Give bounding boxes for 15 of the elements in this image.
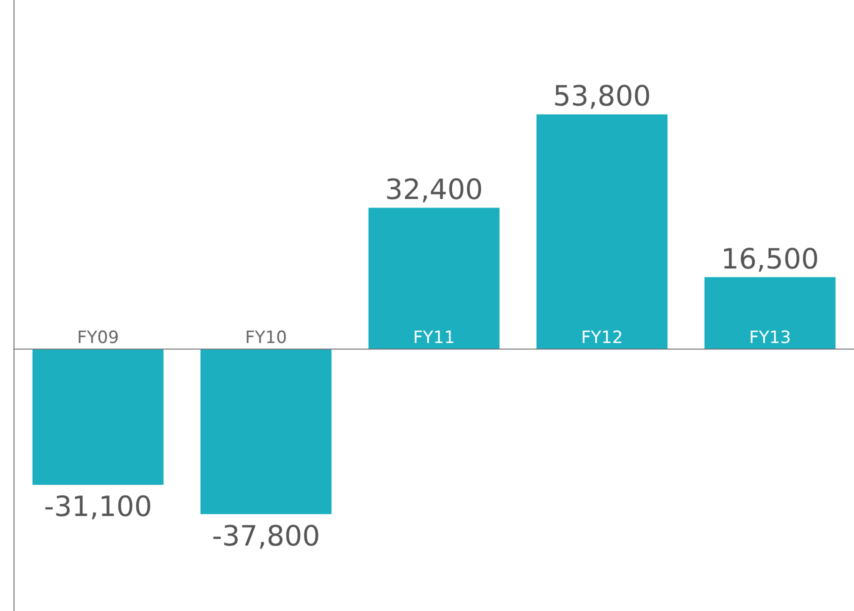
bar	[368, 208, 500, 350]
bar	[200, 349, 332, 514]
data-label: 32,400	[385, 173, 483, 206]
x-tick-label: FY12	[581, 328, 623, 348]
x-tick-label: FY13	[749, 328, 791, 348]
data-label: 16,500	[721, 242, 819, 276]
bar	[704, 277, 836, 350]
x-tick-label: FY10	[245, 328, 287, 348]
data-label: -31,100	[44, 490, 152, 524]
data-label: 53,800	[553, 80, 651, 113]
bar	[32, 349, 164, 485]
x-tick-label: FY11	[413, 328, 455, 348]
x-tick-label: FY09	[77, 328, 119, 348]
data-label: -37,800	[212, 519, 320, 552]
bar	[536, 114, 668, 350]
